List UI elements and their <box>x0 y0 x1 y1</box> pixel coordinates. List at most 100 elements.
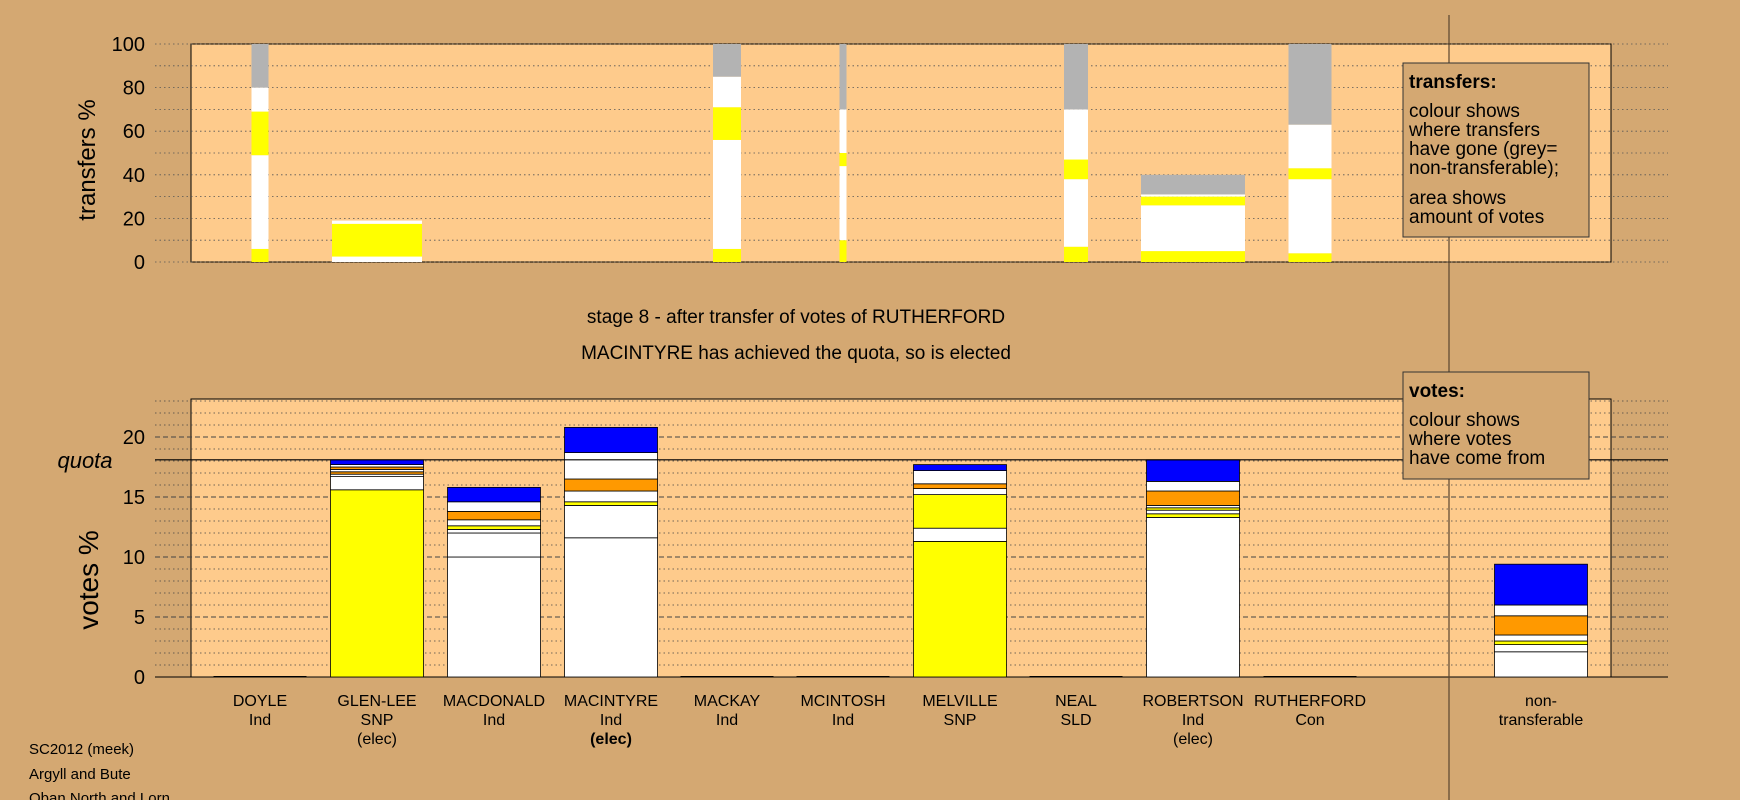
candidate-label: DOYLE <box>233 693 287 710</box>
candidate-label: ROBERTSON <box>1142 693 1243 710</box>
vote-segment <box>913 488 1007 496</box>
y-tick-label: 20 <box>123 427 145 449</box>
transfer-segment <box>332 256 422 262</box>
vote-segment <box>330 476 424 491</box>
transfer-segment <box>1064 246 1088 262</box>
vote-segment <box>913 470 1007 485</box>
transfers-y-axis-label: transfers % <box>74 99 101 220</box>
transfers-legend-line: colour shows <box>1409 101 1520 122</box>
candidate-label: MACINTYRE <box>564 693 658 710</box>
votes-legend-line: where votes <box>1408 429 1511 450</box>
vote-segment <box>913 541 1007 678</box>
stage-title: stage 8 - after transfer of votes of RUT… <box>587 307 1005 328</box>
vote-segment <box>1494 615 1588 636</box>
transfer-segment <box>251 248 269 262</box>
vote-bar-macintyre <box>564 426 658 678</box>
y-tick-label: 100 <box>112 34 145 56</box>
transfers-legend-line: non-transferable); <box>1409 158 1559 179</box>
transfer-segment <box>713 139 741 249</box>
transfer-segment <box>251 44 269 88</box>
votes-panel: 0 5 10 15 20 quota votes % DOYLE Ind GLEN-LEE S… <box>57 398 1668 748</box>
vote-segment <box>1146 490 1240 506</box>
transfer-segment <box>1064 44 1088 110</box>
candidate-label: MACDONALD <box>443 693 545 710</box>
transfer-segment <box>713 248 741 262</box>
vote-segment <box>1494 644 1588 653</box>
transfers-y-ticks: 0 20 40 60 80 100 <box>112 34 145 274</box>
stage-subtitle: MACINTYRE has achieved the quota, so is … <box>581 343 1011 364</box>
votes-legend-line: have come from <box>1409 448 1545 469</box>
quota-label: quota <box>57 448 112 473</box>
transfer-segment <box>1064 109 1088 160</box>
transfers-legend-box <box>1402 62 1590 238</box>
candidate-label: Ind <box>249 712 271 729</box>
vote-segment <box>447 486 541 503</box>
votes-plot-area <box>190 398 1612 678</box>
candidate-label: MELVILLE <box>922 693 997 710</box>
transfer-segment <box>713 107 741 140</box>
votes-legend-title: votes: <box>1409 381 1465 402</box>
vote-segment <box>1146 517 1240 678</box>
candidate-label: RUTHERFORD <box>1254 693 1366 710</box>
vote-segment <box>447 519 541 527</box>
candidate-label: SNP <box>361 712 394 729</box>
vote-segment <box>1146 459 1240 482</box>
votes-legend-line: colour shows <box>1409 410 1520 431</box>
transfer-segment <box>1141 251 1245 262</box>
transfer-segment <box>1141 194 1245 197</box>
transfer-segment <box>713 76 741 108</box>
vote-segment <box>447 556 541 678</box>
transfer-segment <box>713 44 741 77</box>
vote-segment <box>564 426 658 453</box>
vote-segment <box>1146 513 1240 518</box>
candidate-label: SNP <box>944 712 977 729</box>
footer-line: SC2012 (meek) <box>29 741 134 758</box>
transfer-segment <box>332 220 422 224</box>
candidate-label: Con <box>1295 712 1324 729</box>
y-tick-label: 80 <box>123 78 145 100</box>
transfer-bar-mcintosh <box>839 44 847 262</box>
vote-bar-macdonald <box>447 486 541 678</box>
transfers-legend-line: have gone (grey= <box>1409 139 1557 160</box>
vote-segment <box>1146 480 1240 492</box>
transfers-legend-title: transfers: <box>1409 72 1497 93</box>
transfer-segment <box>839 240 847 262</box>
vote-segment <box>913 527 1007 542</box>
transfer-bar-neal <box>1064 44 1088 262</box>
candidate-label: (elec) <box>590 731 632 748</box>
transfer-bar-mackay <box>713 44 741 262</box>
transfer-segment <box>1064 179 1088 247</box>
vote-segment <box>447 525 541 530</box>
votes-legend: votes: colour shows where votes have com… <box>1402 371 1590 480</box>
transfer-segment <box>251 155 269 249</box>
vote-segment <box>1494 563 1588 606</box>
footer-line: Argyll and Bute <box>29 766 131 783</box>
transfers-bars <box>251 44 1332 262</box>
transfer-segment <box>251 111 269 156</box>
candidate-labels: DOYLE Ind GLEN-LEE SNP (elec) MACDONALD Ind MAC… <box>233 693 1583 748</box>
vote-segment <box>564 452 658 480</box>
y-tick-label: 0 <box>134 252 145 274</box>
transfer-segment <box>1141 174 1245 195</box>
y-tick-label: 60 <box>123 121 145 143</box>
candidate-label: (elec) <box>357 731 397 748</box>
vote-segment <box>447 510 541 521</box>
vote-segment <box>1494 640 1588 645</box>
transfers-panel: 0 20 40 60 80 100 transfers % <box>74 34 1668 274</box>
votes-legend-box <box>1402 371 1590 480</box>
y-tick-label: 0 <box>134 667 145 689</box>
votes-y-axis-label: votes % <box>73 530 104 630</box>
candidate-label: transferable <box>1499 712 1584 729</box>
y-tick-label: 40 <box>123 165 145 187</box>
vote-segment <box>1494 651 1588 678</box>
vote-segment <box>330 489 424 678</box>
vote-segment <box>913 494 1007 529</box>
candidate-label: (elec) <box>1173 731 1213 748</box>
candidate-label: GLEN-LEE <box>337 693 416 710</box>
transfer-segment <box>839 109 847 153</box>
candidate-label: SLD <box>1060 712 1091 729</box>
candidate-label: MCINTOSH <box>800 693 885 710</box>
transfer-segment <box>251 87 269 112</box>
vote-segment <box>447 529 541 534</box>
